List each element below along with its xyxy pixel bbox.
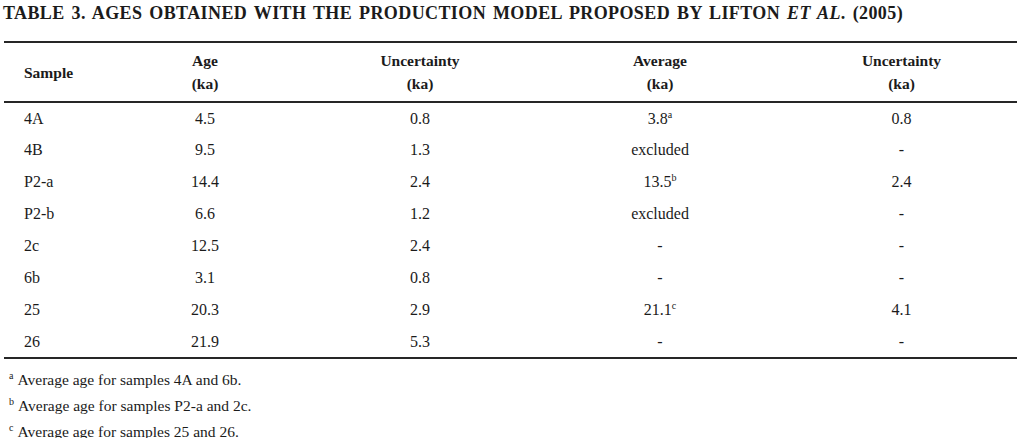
cell-average: - [534, 326, 786, 358]
header-average-uncertainty: Uncertainty (ka) [786, 42, 1017, 102]
footnote-marker: b [672, 172, 677, 183]
cell-age: 21.9 [104, 326, 306, 358]
table-title: TABLE 3. AGES OBTAINED WITH THE PRODUCTI… [3, 3, 903, 24]
table-title-prefix: TABLE 3. AGES OBTAINED WITH THE PRODUCTI… [3, 3, 787, 23]
cell-uncertainty: 2.4 [306, 166, 534, 198]
cell-average-uncertainty: - [786, 198, 1017, 230]
footnote-c-marker: c [9, 422, 13, 433]
header-row: Sample Age (ka) Uncertainty (ka) Average… [4, 42, 1017, 102]
footnote-c: c Average age for samples 25 and 26. [9, 419, 251, 438]
cell-average-uncertainty: - [786, 326, 1017, 358]
table-body: 4A 4.5 0.8 3.8a 0.8 4B 9.5 1.3 excluded … [4, 102, 1017, 358]
cell-average: - [534, 230, 786, 262]
header-average: Average (ka) [534, 42, 786, 102]
cell-average: 13.5b [534, 166, 786, 198]
table-row-4A: 4A 4.5 0.8 3.8a 0.8 [4, 102, 1017, 134]
cell-sample: 25 [4, 294, 104, 326]
cell-sample: 4B [4, 134, 104, 166]
cell-average-uncertainty: 4.1 [786, 294, 1017, 326]
footnotes: a Average age for samples 4A and 6b. b Ave… [9, 367, 251, 438]
header-age: Age (ka) [104, 42, 306, 102]
footnote-a-marker: a [9, 370, 13, 381]
cell-uncertainty: 5.3 [306, 326, 534, 358]
cell-average-uncertainty: 0.8 [786, 102, 1017, 134]
cell-age: 14.4 [104, 166, 306, 198]
footnote-a-text: Average age for samples 4A and 6b. [17, 371, 241, 388]
cell-average-uncertainty: - [786, 230, 1017, 262]
cell-age: 6.6 [104, 198, 306, 230]
cell-sample: 2c [4, 230, 104, 262]
cell-average-uncertainty: - [786, 134, 1017, 166]
cell-sample: 6b [4, 262, 104, 294]
cell-average: excluded [534, 198, 786, 230]
footnote-b-text: Average age for samples P2-a and 2c. [18, 397, 251, 414]
cell-average-uncertainty: - [786, 262, 1017, 294]
footnote-c-text: Average age for samples 25 and 26. [17, 423, 238, 438]
cell-age: 4.5 [104, 102, 306, 134]
cell-average: - [534, 262, 786, 294]
cell-average-uncertainty: 2.4 [786, 166, 1017, 198]
cell-uncertainty: 2.9 [306, 294, 534, 326]
table-title-etal: ET AL [787, 3, 841, 23]
cell-age: 12.5 [104, 230, 306, 262]
cell-sample: 4A [4, 102, 104, 134]
table-row-4B: 4B 9.5 1.3 excluded - [4, 134, 1017, 166]
footnote-a: a Average age for samples 4A and 6b. [9, 367, 251, 393]
ages-table: Sample Age (ka) Uncertainty (ka) Average… [4, 41, 1017, 359]
table-header: Sample Age (ka) Uncertainty (ka) Average… [4, 42, 1017, 102]
header-uncertainty: Uncertainty (ka) [306, 42, 534, 102]
cell-uncertainty: 1.3 [306, 134, 534, 166]
cell-age: 20.3 [104, 294, 306, 326]
table-row-25: 25 20.3 2.9 21.1c 4.1 [4, 294, 1017, 326]
table-row-6b: 6b 3.1 0.8 - - [4, 262, 1017, 294]
table-row-P2-a: P2-a 14.4 2.4 13.5b 2.4 [4, 166, 1017, 198]
cell-age: 9.5 [104, 134, 306, 166]
footnote-b-marker: b [9, 396, 14, 407]
table-title-suffix: . (2005) [841, 3, 903, 23]
table-row-2c: 2c 12.5 2.4 - - [4, 230, 1017, 262]
cell-average: excluded [534, 134, 786, 166]
cell-sample: 26 [4, 326, 104, 358]
cell-age: 3.1 [104, 262, 306, 294]
cell-sample: P2-b [4, 198, 104, 230]
cell-sample: P2-a [4, 166, 104, 198]
cell-uncertainty: 0.8 [306, 102, 534, 134]
cell-uncertainty: 2.4 [306, 230, 534, 262]
header-sample: Sample [4, 42, 104, 102]
cell-average: 3.8a [534, 102, 786, 134]
cell-uncertainty: 1.2 [306, 198, 534, 230]
cell-average: 21.1c [534, 294, 786, 326]
table-row-P2-b: P2-b 6.6 1.2 excluded - [4, 198, 1017, 230]
footnote-b: b Average age for samples P2-a and 2c. [9, 393, 251, 419]
table-row-26: 26 21.9 5.3 - - [4, 326, 1017, 358]
footnote-marker: a [668, 108, 672, 119]
footnote-marker: c [672, 300, 676, 311]
cell-uncertainty: 0.8 [306, 262, 534, 294]
